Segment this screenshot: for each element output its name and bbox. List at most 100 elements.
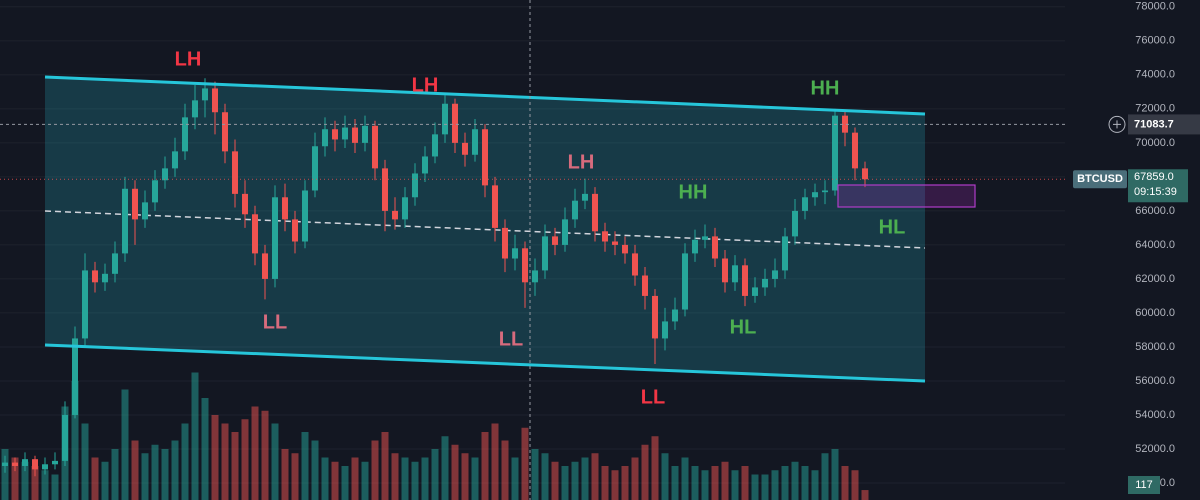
y-tick-label: 54000.0 [1135,409,1175,421]
volume-bar [641,444,649,500]
candle-body [322,129,328,147]
candle-body [462,142,468,155]
volume-bar [511,457,519,500]
volume-bar [601,466,609,500]
candle-body [512,248,518,259]
candle-body [382,168,388,211]
last-price-label: 67859.0 [1134,171,1174,183]
volume-bar [731,470,739,500]
volume-bar [111,449,119,500]
candle-body [842,115,848,133]
volume-bar [441,436,449,500]
candle-body [182,117,188,152]
volume-bar [801,466,809,500]
candle-body [432,134,438,157]
volume-bar [311,440,319,500]
volume-bar [271,423,279,500]
countdown-label: 09:15:39 [1134,186,1177,198]
candle-body [832,115,838,191]
zone-box [837,184,976,208]
volume-bar [221,423,229,500]
candle-body [562,219,568,245]
volume-bar [341,466,349,500]
candle-body [792,210,798,237]
volume-bar [461,453,469,500]
channel-midline [44,210,926,249]
candle-body [232,151,238,194]
candle-body [82,270,88,339]
volume-bar [131,440,139,500]
volume-bar [701,470,709,500]
candle-body [722,258,728,283]
candle-body [822,190,828,193]
volume-bar [481,432,489,500]
volume-bar [21,461,29,500]
volume-label-box [1128,476,1160,494]
volume-bar [651,436,659,500]
y-tick-label: 74000.0 [1135,69,1175,81]
candle-body [812,192,818,198]
candle-body [52,460,58,465]
volume-bar [361,461,369,500]
candle-body [132,188,138,220]
candle-body [552,236,558,245]
candle-body [752,287,758,296]
volume-label: 117 [1135,479,1153,491]
candle-body [642,275,648,296]
crosshair-plus-icon [1113,120,1121,129]
volume-bar [631,457,639,500]
volume-bar [591,453,599,500]
volume-bar [831,449,839,500]
volume-bar [821,453,829,500]
crosshair-price-label: 71083.7 [1134,118,1174,130]
candle-body [502,227,508,259]
volume-bar [841,466,849,500]
volume-bar [421,457,429,500]
candle-body [762,278,768,288]
volume-bar [781,466,789,500]
candle-body [142,202,148,220]
candle-body [352,127,358,143]
candle-body [452,103,458,143]
candle-body [152,180,158,203]
volume-bar [251,406,259,500]
volume-bar [101,461,109,500]
annotation-label: LL [641,386,665,408]
candle-body [652,295,658,339]
y-tick-label: 60000.0 [1135,307,1175,319]
candle-body [212,88,218,113]
candle-body [252,214,258,254]
candle-body [442,103,448,135]
candle-body [392,210,398,220]
volume-bar [51,474,59,500]
candle-body [342,127,348,140]
y-tick-label: 52000.0 [1135,443,1175,455]
volume-bar [141,453,149,500]
candle-body [12,462,18,466]
volume-bar [671,466,679,500]
candle-body [242,193,248,215]
volume-bar [331,461,339,500]
annotation-label: LH [412,74,439,96]
volume-bar [811,470,819,500]
volume-bar [41,470,49,500]
crosshair-price-box [1128,114,1200,135]
annotation-label: LL [499,328,523,350]
candle-body [702,236,708,240]
candle-body [72,338,78,415]
last-price-box [1128,169,1188,203]
annotation-label: LH [568,151,595,173]
channel-lower [44,343,926,383]
y-tick-label: 66000.0 [1135,205,1175,217]
volume-bar [291,453,299,500]
candle-body [62,414,68,461]
volume-bar [491,423,499,500]
candle-body [662,321,668,339]
volume-bar [371,440,379,500]
volume-bar [191,372,199,500]
y-tick-label: 64000.0 [1135,239,1175,251]
volume-bar [381,432,389,500]
candle-body [32,459,38,470]
